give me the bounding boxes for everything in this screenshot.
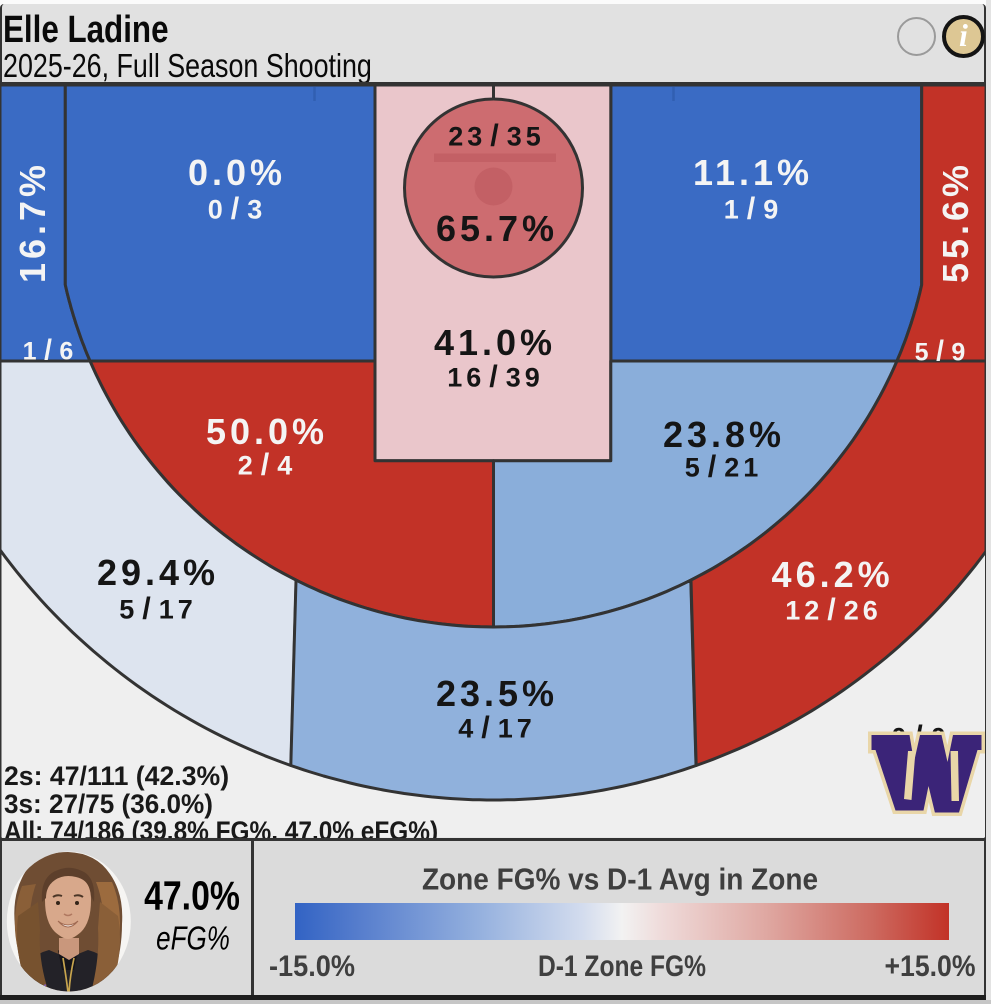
- svg-text:W: W: [34, 982, 47, 996]
